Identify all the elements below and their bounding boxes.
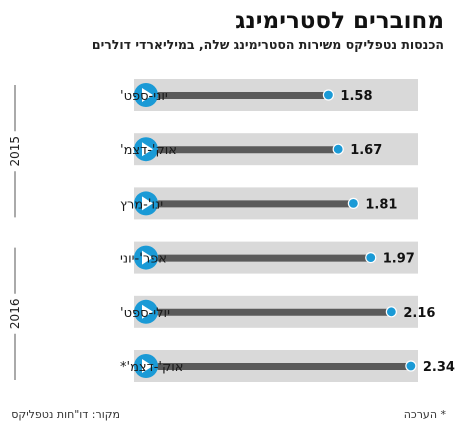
bar-end-marker [322, 89, 335, 101]
source-note: מקור: דו"חות נטפליקס [11, 408, 120, 421]
play-triangle [142, 359, 153, 373]
bar-value [157, 92, 329, 99]
bar-end-marker [365, 252, 377, 264]
category-label: יוני-ספט' [120, 89, 168, 104]
chart-subtitle: הכנסות נטפליקס משירות הסטרימינג שלה, במי… [91, 37, 444, 52]
bar-end-marker [347, 197, 359, 209]
play-triangle [142, 250, 153, 265]
value-label: 1.97 [383, 252, 415, 267]
bar-value [157, 200, 354, 208]
category-label: אפר'-יוני [120, 252, 167, 267]
bar-end-marker [405, 360, 417, 372]
bar-value [157, 308, 392, 316]
category-label: ינו'-מרץ [120, 197, 163, 212]
bar-value [157, 146, 339, 154]
category-label: אוק'-דצמ'* [120, 360, 183, 375]
play-triangle [142, 304, 153, 319]
value-label: 2.16 [403, 306, 435, 321]
play-triangle [142, 142, 153, 157]
play-triangle [142, 88, 153, 102]
value-label: 2.34 [423, 360, 455, 375]
bar-value [157, 363, 411, 370]
play-triangle [142, 196, 153, 211]
bar-value [157, 254, 371, 262]
category-label: אוק'-דצמ' [120, 143, 177, 158]
bar-end-marker [332, 143, 344, 155]
chart-title: מחוברים לסטרימינג [235, 8, 444, 34]
value-label: 1.81 [365, 197, 397, 212]
estimate-footnote: * הערכה [403, 408, 446, 421]
bar-end-marker [385, 306, 397, 318]
category-label: יולי-ספט' [120, 306, 170, 321]
value-label: 1.67 [350, 143, 382, 158]
year-label: 2016 [8, 299, 22, 330]
year-label: 2015 [8, 136, 22, 167]
value-label: 1.58 [340, 89, 372, 104]
